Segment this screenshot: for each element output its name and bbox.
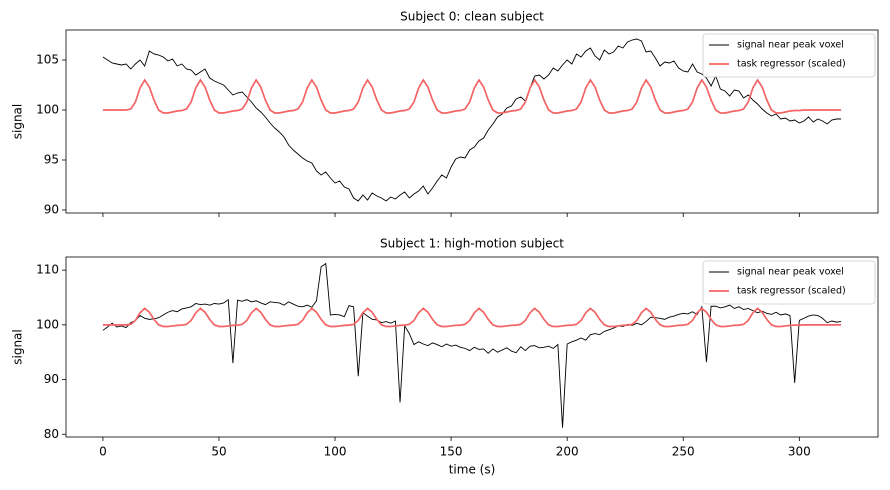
y-axis-label: signal — [11, 329, 25, 365]
y-tick-label: 90 — [44, 203, 59, 217]
chart-title: Subject 0: clean subject — [400, 10, 544, 24]
legend-label: task regressor (scaled) — [737, 286, 846, 297]
x-axis-label: time (s) — [449, 463, 496, 477]
y-tick-label: 95 — [44, 153, 59, 167]
chart-title: Subject 1: high-motion subject — [380, 237, 564, 251]
y-tick-label: 100 — [36, 103, 59, 117]
x-tick-label: 300 — [788, 445, 811, 459]
y-tick-label: 80 — [44, 427, 59, 441]
legend: signal near peak voxel task regressor (sc… — [702, 260, 876, 305]
x-tick-label: 150 — [440, 445, 463, 459]
y-tick-label: 90 — [44, 372, 59, 386]
series-line — [102, 78, 842, 114]
legend-label: signal near peak voxel — [737, 267, 844, 278]
x-tick-label: 100 — [324, 445, 347, 459]
plot-frame — [65, 29, 879, 214]
legend-box — [702, 260, 876, 305]
series-line — [102, 262, 842, 428]
legend-label: signal near peak voxel — [737, 40, 844, 51]
legend-label: task regressor (scaled) — [737, 59, 846, 70]
series-line — [102, 307, 842, 328]
x-tick-label: 200 — [556, 445, 579, 459]
series-line — [102, 38, 842, 202]
y-axis-label: signal — [11, 104, 25, 140]
legend-box — [702, 33, 876, 78]
x-tick-label: 50 — [211, 445, 226, 459]
x-tick-label: 250 — [672, 445, 695, 459]
legend: signal near peak voxel task regressor (sc… — [702, 33, 876, 78]
y-tick-label: 105 — [36, 53, 59, 67]
plot-frame — [65, 256, 879, 438]
y-tick-label: 100 — [36, 317, 59, 331]
y-tick-label: 110 — [36, 263, 59, 277]
x-tick-label: 0 — [99, 445, 107, 459]
